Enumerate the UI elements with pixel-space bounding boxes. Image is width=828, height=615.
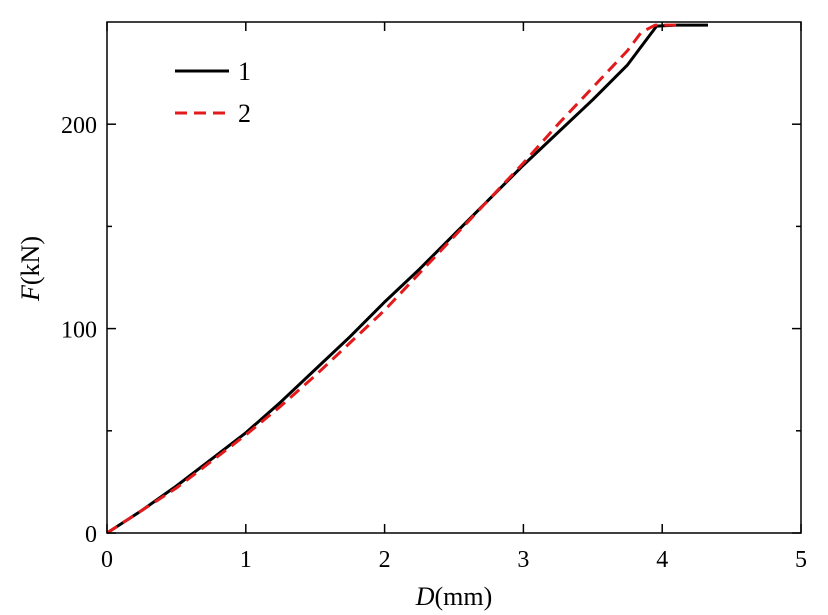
- legend-label-series-2: 2: [238, 99, 251, 128]
- y-tick-label-100: 100: [61, 318, 97, 344]
- legend-label-series-1: 1: [238, 57, 251, 86]
- legend: 1 2: [175, 57, 251, 128]
- x-tick-label-2: 2: [379, 547, 391, 573]
- y-axis-label-unit: (kN): [16, 236, 45, 285]
- y-tick-label-0: 0: [85, 522, 97, 548]
- x-tick-label-4: 4: [656, 547, 668, 573]
- x-axis-label-symbol: D: [415, 582, 435, 611]
- y-axis-label-symbol: F: [16, 284, 45, 302]
- plot-frame: [106, 21, 802, 534]
- x-axis-label-unit: (mm): [435, 582, 493, 611]
- x-tick-label-0: 0: [101, 547, 113, 573]
- series-line-2: [106, 23, 677, 535]
- plot-area: [106, 23, 708, 535]
- y-tick-label-200: 200: [61, 113, 97, 139]
- x-tick-label-5: 5: [795, 547, 807, 573]
- axis-ticks: [106, 22, 802, 534]
- axis-tick-labels: 0 1 2 3 4 5 0 100 200: [61, 113, 807, 573]
- x-tick-label-1: 1: [240, 547, 252, 573]
- x-axis-label: D(mm): [415, 582, 493, 611]
- x-tick-label-3: 3: [517, 547, 529, 573]
- y-axis-label: F(kN): [16, 236, 45, 302]
- series-line-1: [106, 23, 708, 535]
